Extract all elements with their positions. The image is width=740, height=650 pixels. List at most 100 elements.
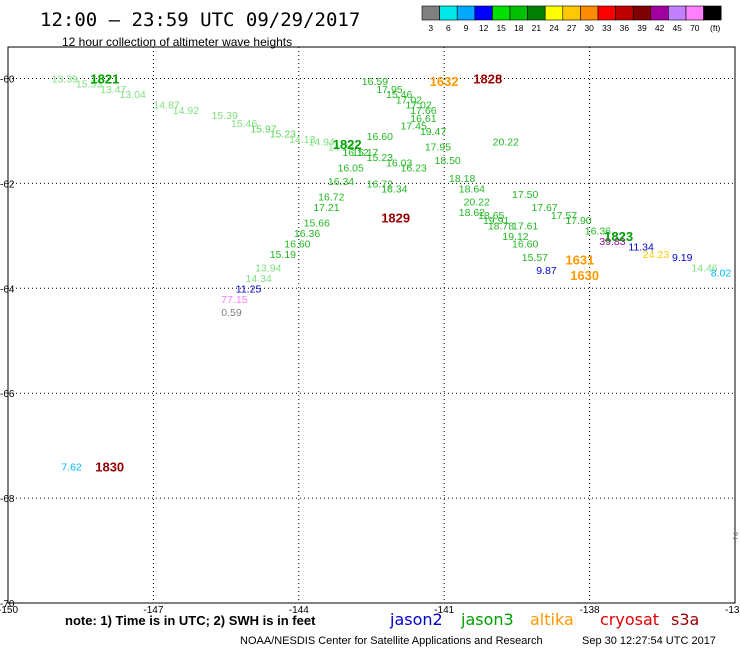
swh-value-label: 15.23 [367, 152, 393, 164]
swh-value-label: 18.64 [459, 184, 485, 196]
chart-subtitle: 12 hour collection of altimeter wave hei… [62, 35, 292, 49]
swh-value-label: 17.21 [313, 202, 339, 214]
swh-value-label: 13.39 [52, 73, 78, 85]
edge-value-label: 2 [733, 530, 739, 542]
swh-value-label: 17.95 [376, 84, 402, 96]
pass-id-label: 1822 [333, 137, 362, 152]
swh-value-label: 16.72 [318, 191, 344, 203]
legend-bin-label: 6 [446, 23, 451, 33]
legend-bin-label: 42 [655, 23, 665, 33]
swh-value-label: 16.36 [294, 228, 320, 240]
legend-unit: (ft) [710, 23, 721, 33]
swh-value-label: 17.95 [425, 142, 451, 154]
swh-value-label: 14.87 [153, 100, 179, 112]
footer-note: note: 1) Time is in UTC; 2) SWH is in fe… [65, 613, 316, 628]
x-tick-label: -150 [0, 605, 18, 616]
legend-bin-label: 15 [496, 23, 506, 33]
swh-value-label: 15.97 [250, 123, 276, 135]
swh-value-label: 18.18 [449, 173, 475, 185]
swh-value-label: 13.04 [119, 89, 145, 101]
legend-bin-label: 30 [584, 23, 594, 33]
swh-value-label: 17.02 [405, 100, 431, 112]
satellite-name-s3a: s3a [671, 610, 699, 629]
swh-value-label: 16.61 [410, 113, 436, 125]
swh-value-label: 14.92 [173, 105, 199, 117]
x-tick-label: -147 [143, 605, 163, 616]
legend-swatch [632, 5, 652, 21]
swh-value-label: 15.46 [386, 89, 412, 101]
swh-value-label: 16.60 [367, 131, 393, 143]
swh-value-label: 17.57 [551, 210, 577, 222]
swh-value-label: 7.62 [61, 462, 82, 474]
satellite-name-jason2: jason2 [389, 610, 443, 629]
legend-swatch [509, 5, 528, 21]
footer-credit: NOAA/NESDIS Center for Satellite Applica… [240, 635, 543, 647]
pass-id-label: 1830 [95, 460, 124, 475]
swh-value-label: 20.22 [464, 197, 490, 209]
swh-value-label: 8.02 [711, 268, 732, 280]
swh-value-label: 15.23 [270, 129, 296, 141]
swh-value-label: 17.50 [512, 189, 538, 201]
y-tick-label: -68 [0, 494, 15, 505]
legend-bin-label: 70 [690, 23, 700, 33]
legend-bin-label: 33 [602, 23, 612, 33]
legend-swatch [668, 5, 687, 21]
swh-value-label: 14.24 [328, 142, 354, 154]
swh-value-label: 16.34 [328, 176, 354, 188]
footer-timestamp: Sep 30 12:27:54 UTC 2017 [582, 635, 716, 647]
legend-swatch [474, 5, 493, 21]
swh-value-label: 9.87 [536, 265, 557, 277]
x-tick-label: -138 [580, 605, 600, 616]
swh-value-label: 18.78 [488, 220, 514, 232]
swh-value-label: 16.72 [367, 178, 393, 190]
x-tick-label: -144 [289, 605, 309, 616]
swh-value-label: 16.60 [284, 239, 310, 251]
swh-value-label: 16.59 [362, 76, 388, 88]
swh-value-label: 77.15 [221, 294, 247, 306]
pass-id-label: 1631 [565, 252, 594, 267]
swh-value-label: 15.17 [352, 147, 378, 159]
swh-value-label: 16.23 [401, 163, 427, 175]
legend-bin-label: 24 [549, 23, 559, 33]
swh-value-label: 14.13 [289, 134, 315, 146]
y-axis-ticks: -60 -62 -64 -66 -68 -70 [0, 74, 15, 610]
swh-value-label: 14.94 [308, 136, 334, 148]
x-tick-label: -141 [434, 605, 454, 616]
y-tick-label: -64 [0, 284, 15, 295]
swh-value-label: 13.47 [100, 84, 126, 96]
legend-swatch [650, 5, 669, 21]
satellite-name-cryosat: cryosat [600, 610, 659, 629]
satellite-name-jason3: jason3 [460, 610, 514, 629]
legend-bin-label: 27 [567, 23, 577, 33]
satellite-legend: jason2 jason3 altika cryosat s3a [389, 610, 699, 629]
swh-value-label: 17.61 [512, 220, 538, 232]
y-tick-label: -60 [0, 74, 15, 85]
swh-value-label: 17.66 [410, 105, 436, 117]
plot-area: -150 -147 -144 -141 -138 -13 -60-62-64-66-68-… [0, 46, 740, 616]
legend-bin-label: 18 [514, 23, 524, 33]
color-legend: 3 6 9 12 15 18 21 24 27 30 33 36 39 42 45 70 (ft) [421, 5, 722, 33]
swh-value-label: 11.34 [628, 241, 654, 253]
legend-bin-label: 45 [672, 23, 682, 33]
swh-value-label: 39.83 [599, 236, 625, 248]
grid-lines [8, 47, 735, 603]
plot-frame [7, 46, 736, 604]
legend-bin-label: 39 [637, 23, 647, 33]
swh-value-label: 17.45 [401, 121, 427, 133]
swh-value-label: 18.50 [435, 155, 461, 167]
swh-value-label: 19.12 [502, 231, 528, 243]
pass-id-label: 1821 [90, 71, 119, 86]
legend-swatch [562, 5, 581, 21]
swh-value-label: 18.62 [459, 207, 485, 219]
swh-value-label: 15.53 [76, 79, 102, 91]
swh-value-label: 19.47 [420, 126, 446, 138]
swh-value-label: 17.90 [565, 215, 591, 227]
swh-value-label: 14.46 [691, 262, 717, 274]
legend-swatch [685, 5, 704, 21]
swh-value-label: 15.66 [304, 218, 330, 230]
swh-value-label: 13.94 [255, 262, 281, 274]
swh-value-label: 15.57 [522, 252, 548, 264]
legend-swatch [492, 5, 511, 21]
